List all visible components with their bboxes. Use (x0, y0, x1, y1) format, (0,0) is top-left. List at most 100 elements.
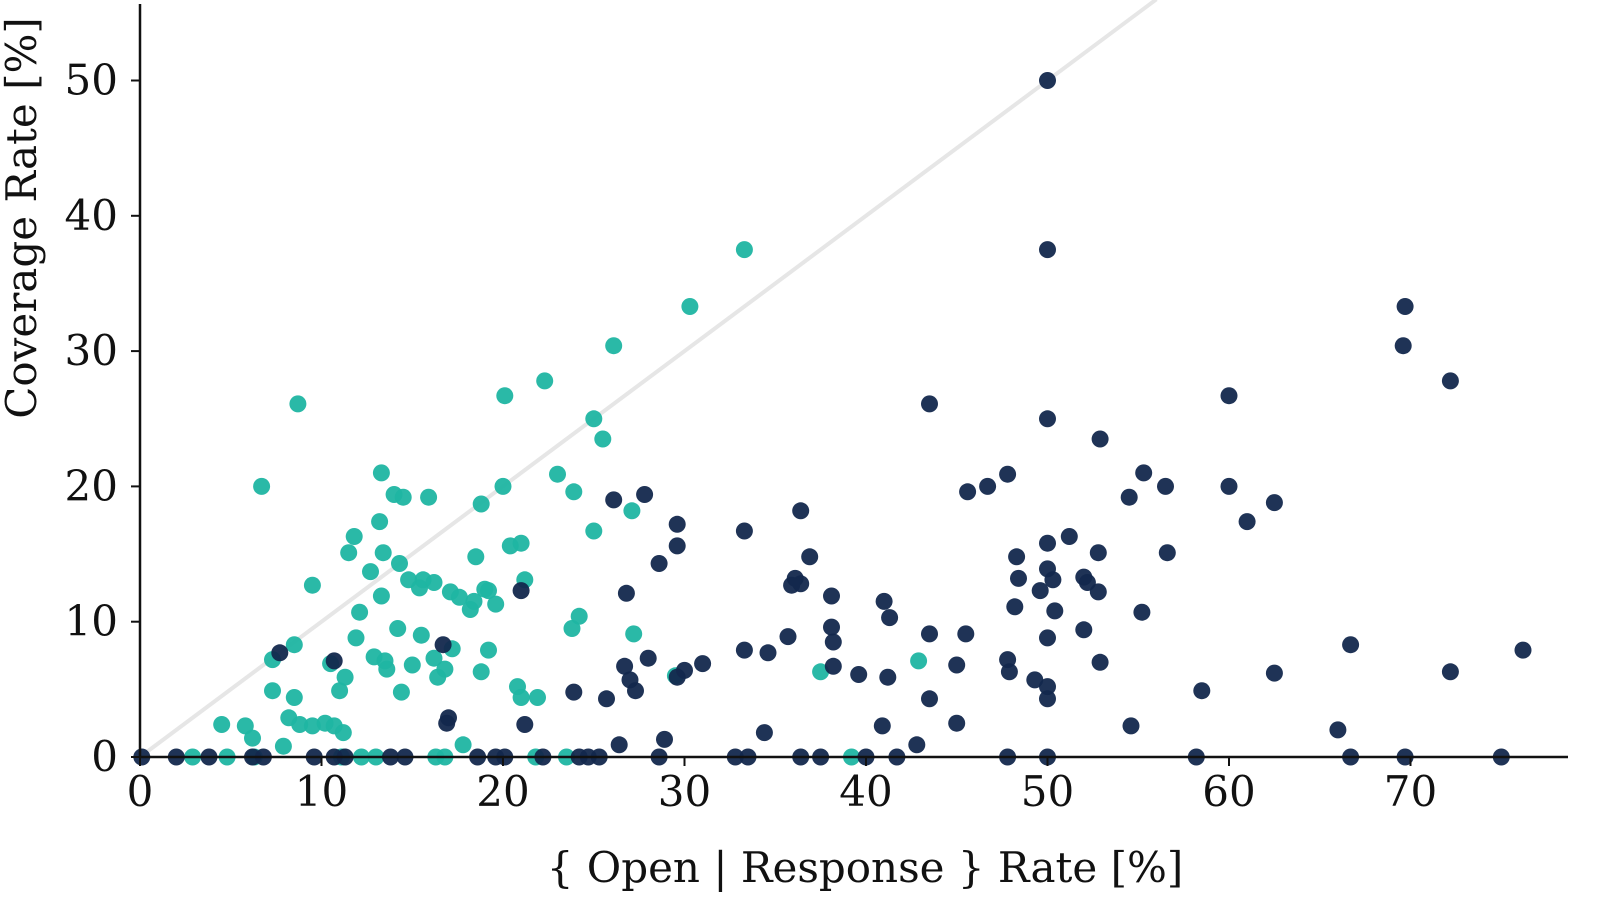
scatter-point-navy (1220, 477, 1238, 495)
scatter-point-teal (394, 488, 412, 506)
scatter-point-navy (271, 644, 289, 662)
scatter-point-teal (496, 387, 514, 405)
scatter-point-navy (1089, 544, 1107, 562)
x-tick-label: 40 (839, 767, 892, 816)
scatter-point-navy (1039, 629, 1056, 647)
scatter-point-navy (627, 682, 644, 700)
scatter-point-navy (565, 683, 583, 701)
scatter-point-teal (336, 668, 354, 686)
scatter-point-navy (668, 515, 686, 533)
scatter-point-teal (285, 636, 303, 654)
x-tick-label: 0 (127, 767, 154, 816)
scatter-point-teal (347, 629, 365, 647)
scatter-point-navy (1046, 602, 1064, 620)
scatter-point-navy (879, 668, 897, 686)
scatter-point-navy (1342, 636, 1360, 654)
scatter-point-teal (425, 649, 443, 667)
scatter-point-navy (1158, 544, 1176, 562)
scatter-point-navy (759, 644, 777, 662)
scatter-point-navy (1120, 488, 1138, 506)
scatter-point-teal (910, 652, 928, 670)
scatter-point-navy (1220, 387, 1238, 405)
scatter-point-navy (639, 649, 657, 667)
scatter-point-navy (1396, 298, 1414, 315)
scatter-point-teal (403, 656, 421, 674)
y-tick-label: 10 (65, 597, 118, 646)
scatter-point-navy (694, 655, 712, 673)
scatter-point-navy (824, 657, 842, 675)
scatter-point-navy (921, 395, 938, 413)
scatter-point-navy (1000, 663, 1018, 681)
scatter-point-navy (921, 690, 938, 708)
scatter-point-teal (436, 660, 454, 678)
scatter-point-teal (605, 337, 623, 355)
scatter-point-navy (1006, 598, 1024, 616)
scatter-point-navy (636, 486, 654, 503)
scatter-point-navy (1031, 582, 1049, 600)
x-tick-label: 10 (295, 767, 348, 816)
scatter-point-teal (487, 595, 505, 613)
scatter-point-navy (823, 587, 840, 605)
scatter-point-navy (823, 618, 840, 636)
scatter-point-navy (1039, 690, 1056, 708)
scatter-point-navy (999, 465, 1017, 483)
scatter-point-navy (957, 625, 975, 643)
scatter-point-navy (908, 736, 926, 754)
scatter-point-teal (472, 495, 490, 513)
scatter-point-teal (494, 477, 512, 495)
scatter-point-navy (605, 491, 623, 509)
scatter-point-teal (412, 626, 430, 644)
scatter-point-teal (565, 483, 583, 501)
scatter-point-teal (392, 683, 410, 701)
scatter-point-teal (467, 548, 485, 566)
scatter-point-teal (585, 410, 603, 428)
scatter-point-navy (656, 730, 673, 748)
scatter-point-navy (1238, 513, 1256, 531)
scatter-point-teal (371, 513, 389, 531)
scatter-point-navy (512, 582, 530, 600)
scatter-point-navy (610, 736, 628, 754)
scatter-point-teal (389, 620, 407, 637)
scatter-point-teal (420, 488, 438, 506)
scatter-point-teal (512, 689, 530, 706)
scatter-point-teal (625, 625, 643, 643)
scatter-point-teal (585, 522, 603, 540)
scatter-point-navy (1039, 678, 1056, 696)
y-axis-ticks: 0 10 20 30 40 50 (65, 56, 140, 781)
scatter-point-teal (480, 582, 497, 600)
scatter-point-navy (735, 641, 753, 659)
scatter-point-teal (681, 298, 699, 315)
scatter-point-navy (1039, 410, 1056, 428)
scatter-point-navy (1089, 583, 1107, 601)
x-tick-label: 50 (1021, 767, 1074, 816)
scatter-point-navy (979, 477, 997, 495)
scatter-point-teal (391, 555, 408, 572)
scatter-point-teal (303, 576, 321, 594)
scatter-point-navy (1193, 682, 1211, 700)
scatter-point-navy (881, 609, 899, 627)
scatter-point-navy (779, 628, 797, 646)
scatter-point-navy (1265, 664, 1283, 682)
x-axis-label: { Open | Response } Rate [%] (547, 843, 1184, 892)
scatter-point-navy (668, 537, 686, 555)
scatter-point-teal (331, 682, 349, 700)
scatter-point-navy (755, 724, 773, 742)
scatter-point-navy (598, 690, 615, 708)
scatter-point-navy (650, 555, 668, 572)
scatter-point-navy (735, 522, 753, 540)
scatter-point-navy (875, 592, 893, 610)
scatter-point-teal (549, 465, 566, 483)
scatter-point-navy (783, 576, 801, 594)
scatter-point-navy (668, 668, 686, 686)
scatter-point-navy (1044, 571, 1062, 589)
scatter-point-teal (244, 729, 261, 747)
scatter-point-navy (1091, 430, 1109, 448)
x-axis-ticks: 0 10 20 30 40 50 60 70 (127, 757, 1437, 816)
scatter-point-navy (1039, 534, 1056, 552)
scatter-point-navy (850, 666, 868, 683)
scatter-point-navy (616, 657, 634, 675)
scatter-point-teal (529, 689, 546, 706)
scatter-point-navy (1075, 621, 1093, 639)
scatter-point-teal (351, 603, 369, 621)
